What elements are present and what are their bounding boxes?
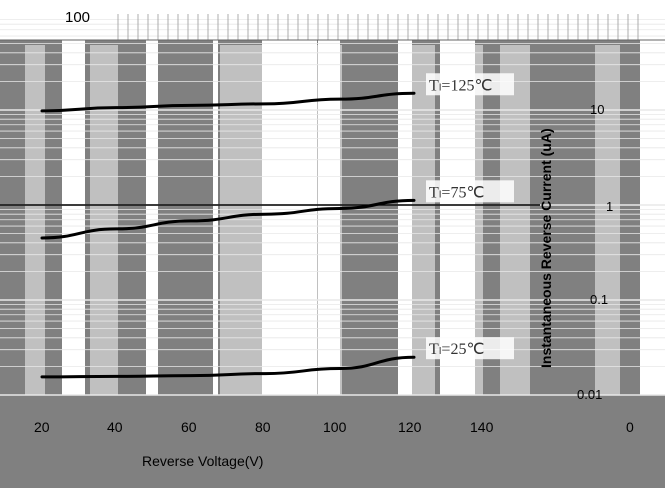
series-label-box-1 [426,180,514,203]
series-line-0 [40,91,416,113]
y-tick-label-1: 1 [606,199,613,214]
series-curves [40,91,416,379]
white-band [146,40,158,395]
white-band [640,40,665,395]
series-label-1: Tₗ=75℃ [429,184,484,201]
white-band [318,40,340,395]
y-tick-label-100: 100 [65,9,90,26]
x-tick-label-120: 120 [398,419,422,435]
x-tick-label-20: 20 [34,419,50,435]
series-line-1 [40,198,416,240]
x-tick-label-60: 60 [181,419,197,435]
top-strip [0,0,665,40]
x-axis-title: Reverse Voltage(V) [142,453,263,469]
series-line-2 [40,355,416,379]
x-tick-label-100: 100 [323,419,347,435]
white-band [62,40,85,395]
white-band [262,40,317,395]
y-axis-title: Instantaneous Reverse Current (uA) [538,128,554,368]
x-tick-label-0: 0 [626,419,634,435]
axis-lines [0,39,665,206]
series-label-0: Tₗ=125℃ [429,77,492,94]
x-tick-label-40: 40 [107,419,123,435]
bottom-band [0,398,665,488]
y-tick-label-0.01: 0.01 [577,387,602,402]
y-tick-label-10: 10 [590,102,604,117]
white-band [213,40,218,395]
y-tick-label-0.1: 0.1 [590,292,608,307]
series-label-box-2 [426,337,514,360]
x-tick-label-80: 80 [255,419,271,435]
white-band [440,40,475,395]
series-label-2: Tₗ=25℃ [429,341,484,358]
series-label-box-0 [426,73,514,96]
x-tick-label-140: 140 [470,419,494,435]
gridlines [0,14,665,396]
series-labels: Tₗ=125℃ Tₗ=75℃ Tₗ=25℃ [426,73,514,360]
white-band [398,40,412,395]
